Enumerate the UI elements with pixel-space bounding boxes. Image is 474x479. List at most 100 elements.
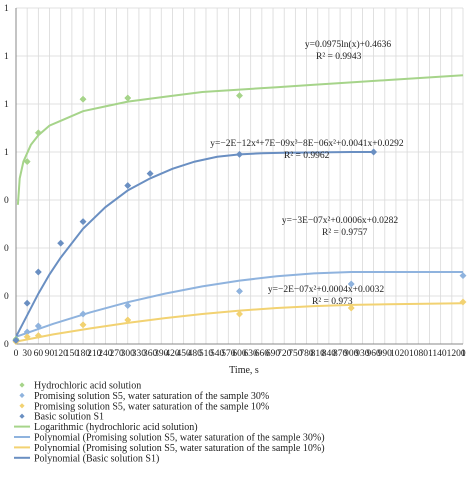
legend-label: Hydrochloric acid solution (34, 381, 141, 392)
point-layer (12, 92, 467, 346)
x-tick-label: 600 (232, 349, 247, 359)
x-tick-label: 450 (177, 349, 192, 359)
x-tick-label: 150 (65, 349, 80, 359)
legend-marker (19, 403, 25, 409)
legend-marker (19, 392, 25, 398)
x-tick-label: 420 (165, 349, 180, 359)
data-point (124, 316, 132, 324)
legend-label: Polynomial (Basic solution S1) (34, 453, 159, 464)
x-tick-label: 960 (366, 349, 381, 359)
r-squared-label: R² = 0.9943 (316, 52, 362, 62)
x-tick-label: 900 (344, 349, 359, 359)
x-tick-label: 570 (221, 349, 236, 359)
data-point (34, 322, 42, 330)
x-tick-label: 870 (333, 349, 348, 359)
x-tick-label: 300 (121, 349, 136, 359)
data-point (124, 302, 132, 310)
data-point (79, 218, 87, 226)
x-tick-label: 0 (14, 349, 19, 359)
data-point (124, 182, 132, 190)
x-tick-label: 390 (154, 349, 169, 359)
x-tick-label: 180 (76, 349, 91, 359)
data-point (57, 239, 65, 247)
r-squared-label: R² = 0.9757 (322, 228, 368, 238)
x-tick-label: 210 (87, 349, 102, 359)
data-point (235, 150, 244, 158)
r-squared-label: R² = 0.973 (312, 297, 353, 307)
data-point (370, 148, 378, 156)
x-tick-label: 810 (311, 349, 326, 359)
data-point (235, 287, 244, 295)
legend-label: Polynomial (Promising solution S5, water… (34, 443, 325, 454)
data-point (23, 299, 31, 307)
x-tick-label: 510 (199, 349, 214, 359)
data-point (79, 321, 87, 329)
data-point (124, 94, 132, 102)
data-point (235, 310, 244, 318)
data-point (459, 272, 467, 280)
trend-line (15, 271, 463, 338)
x-tick-label: 30 (22, 349, 32, 359)
legend-label: Promising solution S5, water saturation … (34, 391, 269, 402)
x-tick-label: 270 (109, 349, 124, 359)
data-point (235, 92, 244, 100)
equation-label: y=−2E−07x²+0.0004x+0.0032 (268, 285, 384, 295)
r-squared-label: R² = 0.9962 (284, 151, 330, 161)
legend-label: Logarithmic (hydrochloric acid solution) (34, 422, 198, 433)
x-tick-label: 90 (45, 349, 55, 359)
data-point (146, 170, 154, 178)
annotation-layer: y=0.0975ln(x)+0.4636 R² = 0.9943 y=−2E−12x… (210, 39, 404, 307)
y-tick-label: 1 (4, 52, 9, 62)
y-tick-label: 1 (4, 4, 9, 14)
data-point (34, 332, 42, 340)
x-axis-title: Time, s (229, 365, 259, 376)
data-point (34, 268, 42, 276)
trend-line (16, 74, 464, 205)
x-tick-label: 120 (54, 349, 69, 359)
data-point (23, 158, 31, 166)
legend-label: Polynomial (Promising solution S5, water… (34, 433, 325, 444)
x-tick-label: 750 (288, 349, 303, 359)
y-tick-label: 0 (4, 340, 9, 350)
x-tick-label: 360 (143, 349, 158, 359)
legend-label: Promising solution S5, water saturation … (34, 401, 269, 412)
x-tick-label: 660 (255, 349, 270, 359)
x-tick-label: 720 (277, 349, 292, 359)
x-tick-label: 690 (266, 349, 281, 359)
data-point (79, 95, 87, 103)
equation-label: y=0.0975ln(x)+0.4636 (305, 39, 391, 50)
x-tick-label: 540 (210, 349, 225, 359)
y-tick-label: 0 (4, 292, 9, 302)
data-point (347, 304, 355, 312)
data-point (12, 336, 20, 344)
x-tick-label: 930 (355, 349, 370, 359)
data-point (347, 280, 355, 288)
equation-label: y=−3E−07x²+0.0006x+0.0282 (282, 216, 398, 226)
x-tick-label: 60 (34, 349, 44, 359)
equation-label: y=−2E−12x⁴+7E−09x³−8E−06x²+0.0041x+0.029… (210, 139, 404, 149)
y-tick-label: 1 (4, 100, 9, 110)
x-tick-label: 840 (322, 349, 337, 359)
data-point (79, 310, 87, 318)
x-tick-label: 330 (132, 349, 147, 359)
legend-marker (19, 382, 25, 388)
trend-line (15, 151, 374, 338)
x-tick-label-last: 1 (461, 349, 466, 359)
x-tick-label: 480 (188, 349, 203, 359)
x-tick-label-run: 1020108011401200 (390, 349, 466, 359)
data-point (23, 333, 31, 341)
x-tick-label: 630 (244, 349, 259, 359)
data-point (34, 129, 42, 137)
y-tick-label: 1 (4, 148, 9, 158)
legend-marker (19, 413, 25, 419)
x-tick-label: 240 (98, 349, 113, 359)
y-tick-label: 0 (4, 196, 9, 206)
x-tick-label: 990 (378, 349, 393, 359)
data-point (459, 298, 467, 306)
y-tick-label: 0 (4, 244, 9, 254)
legend-label: Basic solution S1 (34, 412, 104, 423)
